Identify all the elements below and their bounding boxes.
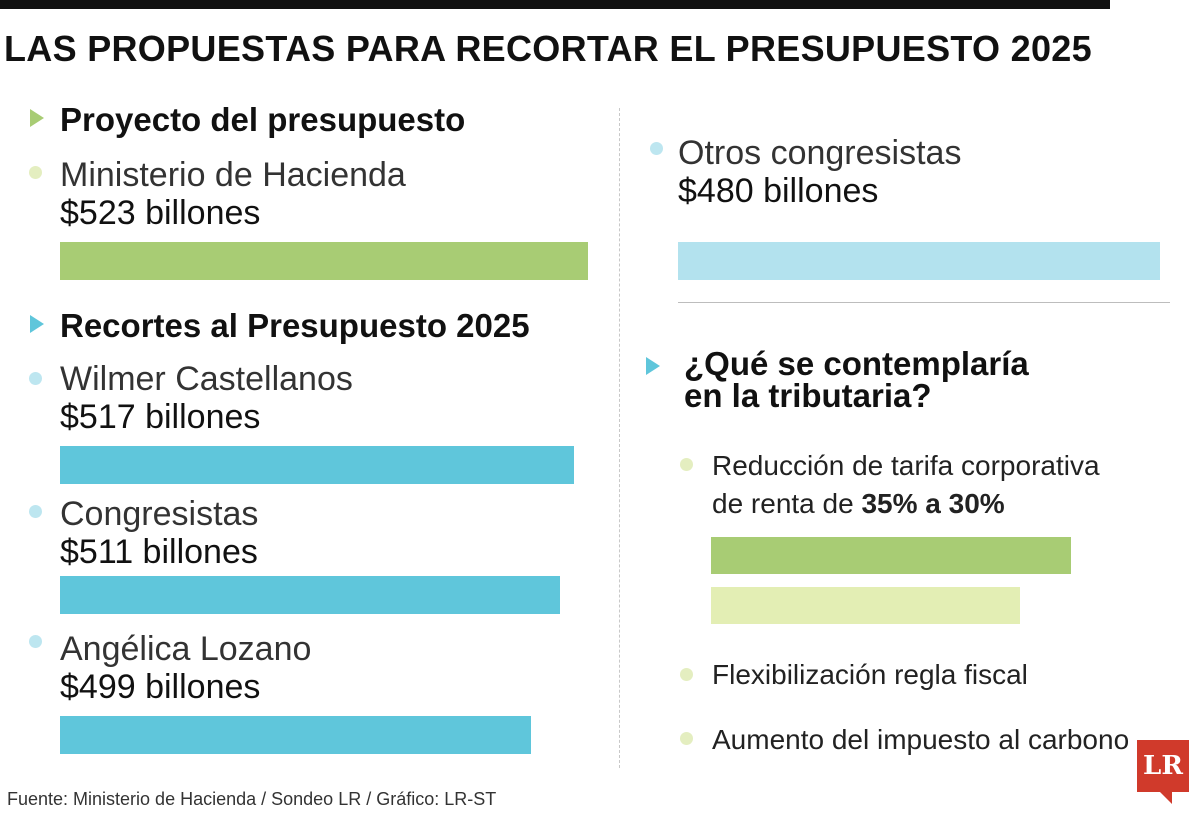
column-divider <box>619 108 620 768</box>
bar-category-label: Wilmer Castellanos <box>60 360 353 398</box>
bar-value-label: $480 billones <box>678 172 879 210</box>
triangle-bullet-icon <box>30 109 44 127</box>
horizontal-divider <box>678 302 1170 303</box>
bar-category-label: Angélica Lozano <box>60 630 312 668</box>
lr-logo-tip <box>1160 792 1172 804</box>
renta-prefix: de renta de <box>712 488 862 519</box>
chart-title: LAS PROPUESTAS PARA RECORTAR EL PRESUPUE… <box>4 28 1092 69</box>
bar-value-label: $523 billones <box>60 194 261 232</box>
section-tributaria: ¿Qué se contemplaría en la tributaria? <box>646 345 1029 414</box>
bar-4 <box>60 716 531 754</box>
bullet-dot-icon <box>29 166 42 179</box>
bullet-dot-icon <box>680 458 693 471</box>
bar-value-label: $499 billones <box>60 668 261 706</box>
bar-category-label: Ministerio de Hacienda <box>60 156 406 194</box>
lr-logo-text: LR <box>1143 751 1183 781</box>
section-title-recortes: Recortes al Presupuesto 2025 <box>60 307 530 344</box>
section-proyecto: Proyecto del presupuesto <box>30 102 465 138</box>
bar-5 <box>678 242 1160 280</box>
bullet-dot-icon <box>29 505 42 518</box>
bar-1 <box>60 242 588 280</box>
bar-value-label: $517 billones <box>60 398 261 436</box>
section-recortes: Recortes al Presupuesto 2025 <box>30 308 530 344</box>
tributaria-item-renta-line2: de renta de 35% a 30% <box>712 485 1100 523</box>
tributaria-item-renta-line1: Reducción de tarifa corporativa <box>712 450 1100 481</box>
bullet-dot-icon <box>29 635 42 648</box>
bar-category-label: Otros congresistas <box>678 134 962 172</box>
source-footer: Fuente: Ministerio de Hacienda / Sondeo … <box>7 789 497 809</box>
tributaria-item-carbono: Aumento del impuesto al carbono <box>712 724 1130 755</box>
tributaria-item-renta: Reducción de tarifa corporativa de renta… <box>712 447 1100 523</box>
bullet-dot-icon <box>680 668 693 681</box>
bullet-dot-icon <box>680 732 693 745</box>
rate-bar-35 <box>711 537 1071 574</box>
bar-category-label: Congresistas <box>60 495 259 533</box>
section-title-tributaria-line2: en la tributaria? <box>684 377 932 414</box>
bullet-dot-icon <box>650 142 663 155</box>
bar-3 <box>60 576 560 614</box>
tributaria-item-regla: Flexibilización regla fiscal <box>712 659 1028 690</box>
bar-value-label: $511 billones <box>60 533 258 571</box>
section-title-tributaria-line1: ¿Qué se contemplaría <box>684 345 1029 382</box>
top-bar <box>0 0 1110 9</box>
bar-2 <box>60 446 574 484</box>
bullet-dot-icon <box>29 372 42 385</box>
section-title-tributaria: ¿Qué se contemplaría en la tributaria? <box>684 345 1029 414</box>
section-title-proyecto: Proyecto del presupuesto <box>60 101 466 138</box>
rate-bar-30 <box>711 587 1020 624</box>
triangle-bullet-icon <box>30 315 44 333</box>
lr-logo: LR <box>1137 740 1189 792</box>
triangle-bullet-icon <box>646 357 660 375</box>
renta-rates: 35% a 30% <box>861 488 1005 519</box>
